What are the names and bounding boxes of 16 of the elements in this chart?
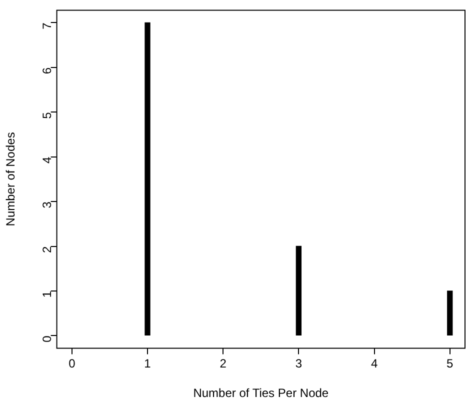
y-tick-label: 4 [40,156,54,164]
x-tick-label: 4 [370,356,378,371]
x-tick-label: 5 [446,356,454,371]
y-tick-label: 5 [40,112,54,119]
x-tick-label: 3 [295,356,302,371]
x-tick-label: 0 [68,356,76,371]
y-tick-label: 6 [40,67,54,74]
x-tick-label: 1 [144,356,152,371]
y-tick-label: 2 [40,246,54,253]
y-tick-label: 3 [40,201,54,208]
x-tick-label: 2 [220,356,227,371]
y-tick-label: 1 [40,290,54,298]
y-axis-title: Number of Nodes [4,132,18,226]
y-tick-label: 0 [40,335,54,342]
y-tick-label: 7 [40,22,54,30]
x-axis-title: Number of Ties Per Node [193,386,329,400]
